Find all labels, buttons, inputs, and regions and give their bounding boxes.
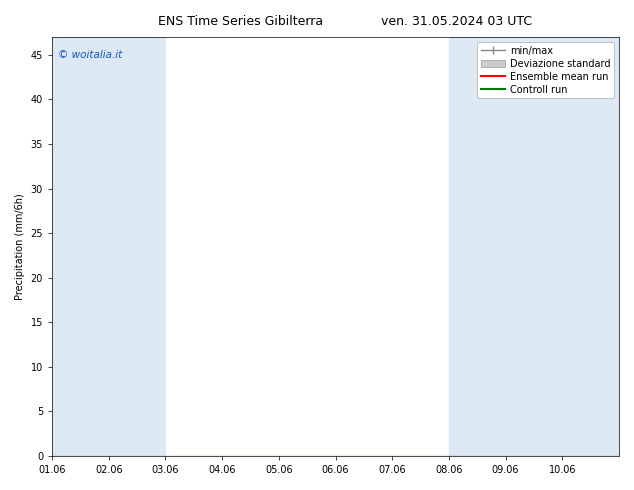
Bar bbox=[562, 37, 619, 456]
Text: ENS Time Series Gibilterra: ENS Time Series Gibilterra bbox=[158, 15, 323, 28]
Bar bbox=[506, 37, 562, 456]
Legend: min/max, Deviazione standard, Ensemble mean run, Controll run: min/max, Deviazione standard, Ensemble m… bbox=[477, 42, 614, 98]
Bar bbox=[449, 37, 506, 456]
Bar bbox=[52, 37, 109, 456]
Bar bbox=[109, 37, 165, 456]
Text: © woitalia.it: © woitalia.it bbox=[58, 49, 122, 60]
Y-axis label: Precipitation (mm/6h): Precipitation (mm/6h) bbox=[15, 193, 25, 300]
Text: ven. 31.05.2024 03 UTC: ven. 31.05.2024 03 UTC bbox=[381, 15, 532, 28]
